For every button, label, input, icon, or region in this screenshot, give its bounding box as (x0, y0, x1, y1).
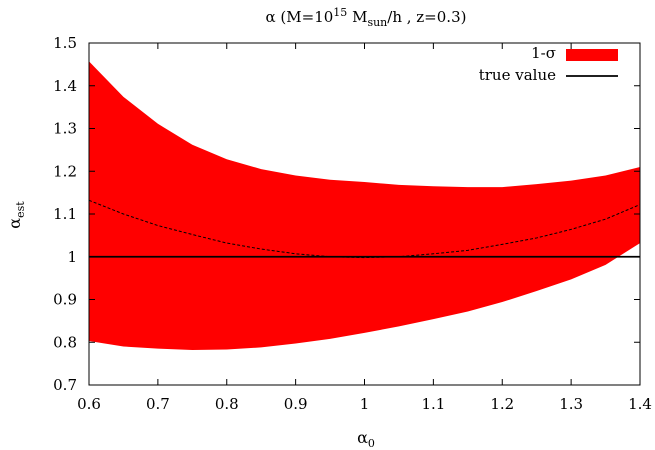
mean-estimate-curve (88, 199, 641, 259)
chart-title: α (M=1015 Msun/h , z=0.3) (266, 6, 467, 29)
x-tick-label: 1 (360, 395, 370, 413)
x-tick-label: 1.1 (421, 395, 445, 413)
legend-label-true-value: true value (479, 66, 556, 84)
x-tick-label: 0.9 (284, 395, 308, 413)
x-tick-label: 1.2 (490, 395, 514, 413)
axes: 0.6 0.7 0.8 0.9 1 1.1 1.2 1.3 1.40.70.80.911.11.… (53, 34, 652, 413)
legend-label-band: 1-σ (531, 44, 556, 62)
y-tick-label: 1 (67, 248, 77, 266)
y-tick-label: 1.3 (53, 120, 77, 138)
y-tick-label: 1.2 (53, 162, 77, 180)
y-tick-label: 0.9 (53, 291, 77, 309)
plot-area (88, 61, 641, 350)
x-tick-label: 0.8 (215, 395, 239, 413)
x-tick-label: 1.3 (559, 395, 583, 413)
y-tick-label: 1.5 (53, 34, 77, 52)
legend: 1-σ true value (479, 44, 618, 84)
x-axis-label: α0 (357, 428, 375, 450)
y-tick-label: 1.1 (53, 205, 77, 223)
y-tick-label: 0.7 (53, 376, 77, 394)
legend-swatch-band (566, 49, 618, 61)
x-tick-label: 1.4 (628, 395, 652, 413)
y-axis-label: αest (5, 201, 27, 229)
y-tick-label: 1.4 (53, 77, 77, 95)
y-tick-label: 0.8 (53, 333, 77, 351)
x-tick-label: 0.7 (146, 395, 170, 413)
sigma-band (89, 61, 640, 350)
x-tick-label: 0.6 (77, 395, 101, 413)
